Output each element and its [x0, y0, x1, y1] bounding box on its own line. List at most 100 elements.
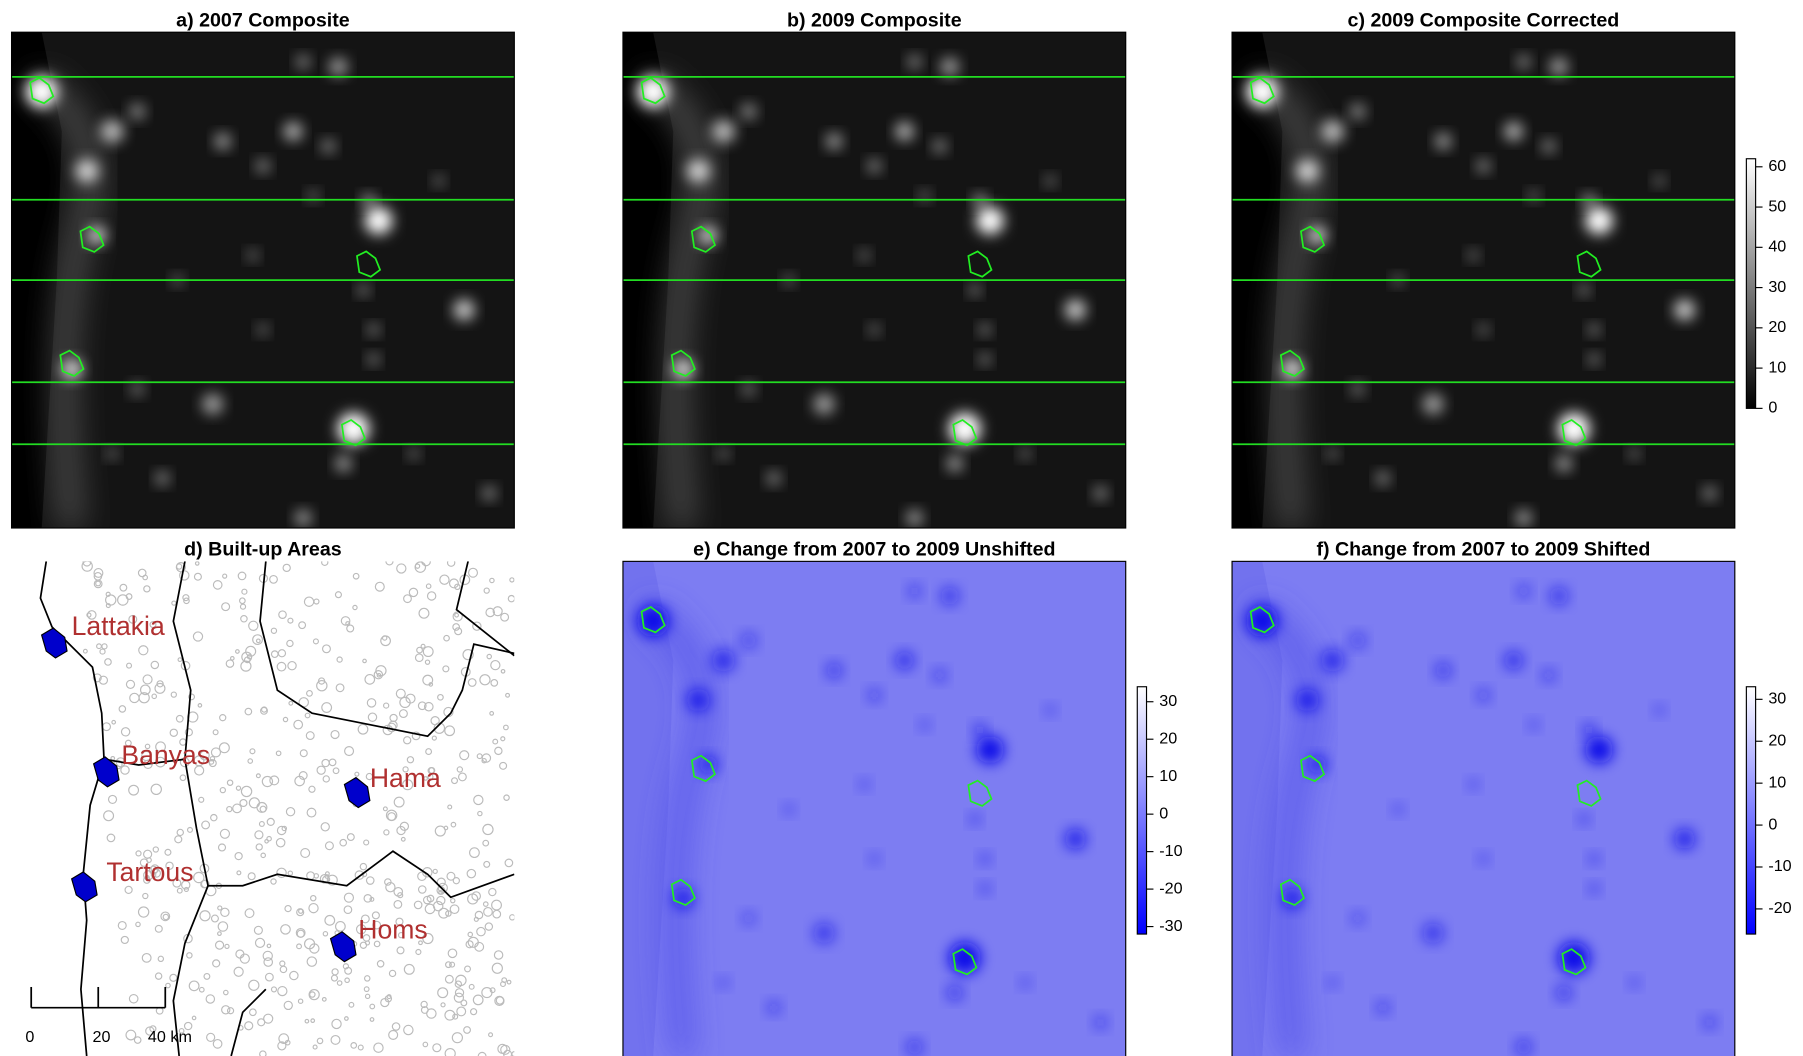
light-spot — [1654, 704, 1666, 716]
light-spot — [1094, 1016, 1108, 1030]
panel — [623, 32, 1126, 528]
light-spot — [906, 1039, 922, 1055]
city-label: Hama — [370, 763, 441, 793]
light-spot — [295, 510, 311, 526]
light-spot — [368, 324, 380, 336]
light-spot — [1019, 448, 1031, 460]
light-spot — [75, 160, 98, 183]
light-spot — [1094, 486, 1108, 500]
light-spot — [1703, 1016, 1717, 1030]
light-spot — [1478, 853, 1490, 865]
light-spot — [869, 324, 881, 336]
light-spot — [1550, 587, 1568, 605]
colorbar-label: -20 — [1159, 879, 1182, 897]
light-spot — [482, 486, 496, 500]
light-spot — [1351, 911, 1365, 925]
light-spot — [979, 324, 991, 336]
light-spot — [869, 853, 881, 865]
light-spot — [1517, 584, 1531, 598]
light-spot — [1578, 813, 1590, 825]
light-spot — [1550, 58, 1568, 76]
light-spot — [906, 510, 922, 526]
light-spot — [741, 633, 757, 649]
light-spot — [1517, 55, 1531, 69]
light-spot — [1296, 689, 1319, 712]
light-spot — [329, 58, 347, 76]
light-spot — [699, 226, 717, 244]
light-spot — [1674, 299, 1695, 320]
light-spot — [247, 250, 259, 262]
light-spot — [1296, 160, 1319, 183]
light-spot — [321, 139, 335, 153]
light-spot — [1628, 448, 1640, 460]
light-spot — [215, 133, 231, 149]
light-spot — [919, 719, 931, 731]
colorbar-label: 60 — [1768, 157, 1786, 175]
light-spot — [867, 688, 881, 702]
light-spot — [1556, 985, 1572, 1001]
light-spot — [814, 394, 835, 415]
colorbar — [1137, 687, 1146, 934]
light-spot — [368, 354, 380, 366]
light-spot — [741, 103, 757, 119]
light-spot — [947, 985, 963, 1001]
light-spot — [1282, 888, 1303, 909]
light-spot — [1476, 159, 1490, 173]
light-spot — [1350, 103, 1366, 119]
panel-title: f) Change from 2007 to 2009 Shifted — [1316, 539, 1650, 561]
light-spot — [979, 354, 991, 366]
light-spot — [1556, 455, 1572, 471]
light-spot — [908, 55, 922, 69]
light-spot — [1468, 250, 1480, 262]
light-spot — [941, 587, 959, 605]
light-spot — [979, 853, 991, 865]
light-spot — [1392, 804, 1404, 816]
panel — [623, 561, 1126, 1056]
light-spot — [1327, 977, 1339, 989]
colorbar-label: 10 — [1159, 767, 1177, 785]
colorbar-label: 20 — [1768, 318, 1786, 336]
light-spot — [1423, 394, 1444, 415]
light-spot — [1376, 472, 1390, 486]
light-spot — [1528, 719, 1540, 731]
light-spot — [1351, 382, 1365, 396]
scale-label: 0 — [25, 1028, 34, 1046]
light-spot — [1588, 354, 1600, 366]
scale-label: 20 — [92, 1028, 110, 1046]
raster — [623, 561, 1126, 1056]
light-spot — [908, 584, 922, 598]
panel-title: b) 2009 Composite — [787, 9, 962, 31]
light-spot — [976, 207, 1004, 235]
city-label: Lattakia — [72, 611, 165, 641]
panel-title: c) 2009 Composite Corrected — [1348, 9, 1620, 31]
light-spot — [155, 472, 169, 486]
light-spot — [1582, 723, 1596, 737]
light-spot — [1327, 448, 1339, 460]
light-spot — [408, 448, 420, 460]
light-spot — [88, 226, 106, 244]
panel — [12, 32, 515, 528]
light-spot — [687, 689, 710, 712]
colorbar-label: 0 — [1768, 815, 1777, 833]
colorbar-label: -10 — [1159, 842, 1182, 860]
colorbar-label: 0 — [1159, 804, 1168, 822]
light-spot — [973, 194, 987, 208]
light-spot — [1350, 633, 1366, 649]
light-spot — [1468, 779, 1480, 791]
light-spot — [867, 159, 881, 173]
light-spot — [101, 120, 124, 143]
light-spot — [1628, 977, 1640, 989]
light-spot — [783, 804, 795, 816]
light-spot — [1423, 923, 1444, 944]
light-spot — [1308, 755, 1326, 773]
light-spot — [129, 103, 145, 119]
light-spot — [1674, 829, 1695, 850]
light-spot — [296, 55, 310, 69]
city-label: Homs — [358, 915, 427, 945]
light-spot — [1019, 977, 1031, 989]
light-spot — [895, 651, 913, 669]
light-spot — [673, 359, 694, 380]
light-spot — [947, 455, 963, 471]
light-spot — [712, 120, 735, 143]
